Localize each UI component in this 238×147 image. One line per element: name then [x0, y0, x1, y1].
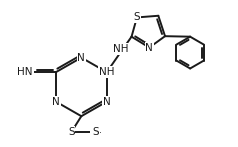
- Text: N: N: [145, 43, 153, 53]
- Text: NH: NH: [113, 44, 129, 54]
- Text: NH: NH: [99, 67, 114, 77]
- Text: S: S: [92, 127, 99, 137]
- Text: —: —: [90, 127, 101, 137]
- Text: HN: HN: [17, 67, 33, 77]
- Text: N: N: [103, 97, 111, 107]
- Text: N: N: [77, 53, 85, 63]
- Text: S: S: [68, 127, 74, 137]
- Text: N: N: [52, 97, 60, 107]
- Text: S: S: [134, 12, 140, 22]
